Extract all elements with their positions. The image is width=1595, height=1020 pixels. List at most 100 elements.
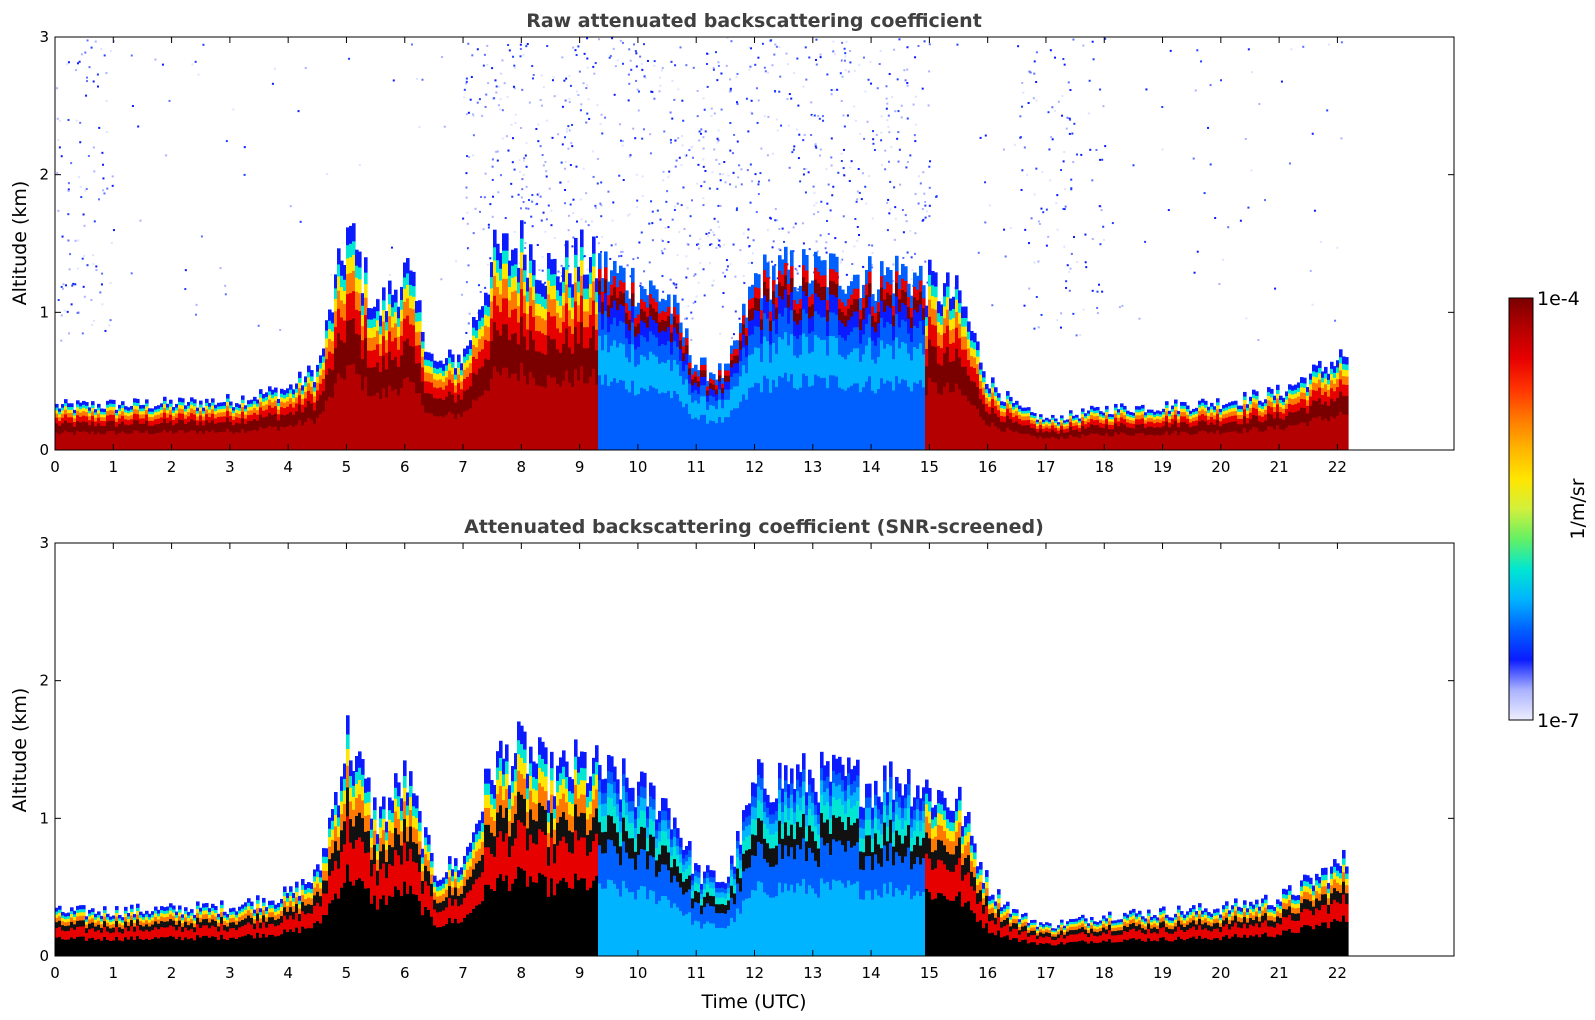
backscatter-cell [481,317,485,327]
backscatter-cell [856,274,860,290]
backscatter-cell [634,317,638,328]
noise-speck [599,122,602,125]
backscatter-cell [208,928,212,939]
backscatter-cell [1090,405,1094,410]
noise-speck [906,161,909,164]
backscatter-cell [1150,415,1154,419]
backscatter-cell [463,362,467,371]
noise-speck [1024,228,1027,231]
backscatter-cell [97,920,101,926]
backscatter-cell [91,922,95,929]
backscatter-cell [1030,412,1034,416]
backscatter-cell [136,925,140,937]
noise-speck [594,206,597,209]
backscatter-cell [805,282,809,297]
backscatter-cell [1048,432,1052,439]
backscatter-cell [697,394,701,405]
noise-speck [660,69,663,72]
backscatter-cell [595,314,599,331]
backscatter-cell [412,286,416,298]
backscatter-cell [1228,412,1232,418]
backscatter-cell [781,377,785,450]
backscatter-cell [880,300,884,319]
backscatter-cell [664,321,668,333]
backscatter-cell [208,432,212,450]
backscatter-cell [130,409,134,413]
noise-speck [466,247,469,250]
noise-speck [1067,270,1070,273]
backscatter-cell [331,323,335,333]
backscatter-cell [283,398,287,404]
backscatter-cell [91,421,95,433]
backscatter-cell [937,301,941,314]
backscatter-cell [433,360,437,369]
backscatter-cell [169,907,173,912]
backscatter-cell [757,298,761,312]
backscatter-cell [895,282,899,298]
backscatter-cell [970,330,974,342]
backscatter-cell [682,353,686,362]
backscatter-cell [151,917,155,922]
backscatter-cell [1018,409,1022,413]
backscatter-cell [712,380,716,386]
backscatter-cell [670,354,674,372]
backscatter-cell [976,408,980,450]
backscatter-cell [940,324,944,336]
noise-speck [1144,240,1147,243]
noise-speck [103,192,106,195]
noise-speck [688,149,691,152]
noise-speck [775,219,778,222]
backscatter-cell [241,399,245,404]
backscatter-cell [1297,387,1301,393]
backscatter-cell [1093,410,1097,415]
backscatter-cell [715,423,719,450]
noise-speck [497,104,500,107]
backscatter-cell [370,367,374,397]
backscatter-cell [937,313,941,323]
noise-speck [1075,334,1078,337]
backscatter-cell [757,311,761,328]
noise-speck [901,209,904,212]
noise-speck [521,88,524,91]
backscatter-cell [577,305,581,323]
backscatter-cell [523,375,527,450]
backscatter-cell [76,431,80,450]
backscatter-cell [910,360,914,392]
backscatter-cell [91,918,95,924]
backscatter-cell [352,363,356,450]
backscatter-cell [1231,421,1235,433]
backscatter-cell [583,274,587,290]
backscatter-cell [784,332,788,374]
backscatter-cell [103,906,107,911]
backscatter-cell [181,920,185,924]
backscatter-cell [1324,366,1328,375]
backscatter-cell [991,392,995,400]
backscatter-cell [427,381,431,394]
backscatter-cell [655,356,659,390]
noise-speck [826,73,829,76]
backscatter-cell [985,389,989,394]
backscatter-cell [343,290,347,305]
noise-speck [1161,148,1164,151]
noise-speck [1193,271,1196,274]
backscatter-cell [1315,377,1319,384]
noise-speck [421,78,424,81]
backscatter-cell [586,299,590,312]
noise-speck [798,265,801,268]
backscatter-cell [1204,407,1208,412]
backscatter-cell [1303,383,1307,389]
backscatter-cell [781,299,785,318]
backscatter-cell [1225,417,1229,424]
backscatter-cell [235,417,239,424]
noise-speck [1063,151,1066,154]
backscatter-cell [172,936,176,956]
backscatter-cell [1330,398,1334,418]
backscatter-cell [826,287,830,301]
noise-speck [694,300,697,303]
noise-speck [575,220,578,223]
backscatter-cell [241,406,245,413]
backscatter-cell [199,431,203,450]
backscatter-cell [91,914,95,919]
backscatter-cell [1126,418,1130,424]
backscatter-cell [556,290,560,302]
